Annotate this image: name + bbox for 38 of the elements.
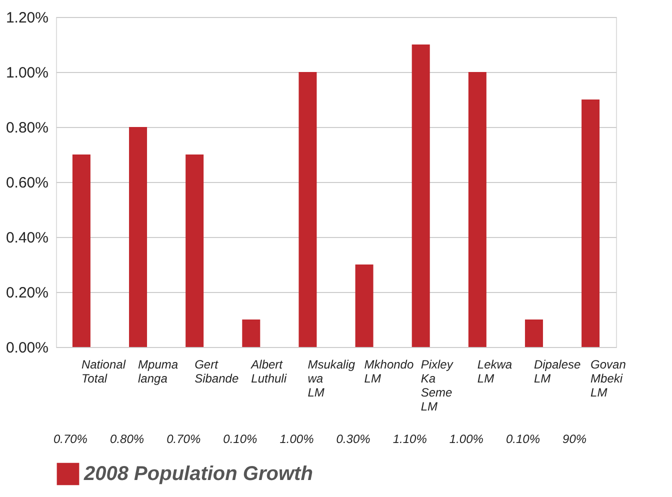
y-tick-label: 0.40% (6, 230, 48, 246)
y-tick-label: 1.20% (6, 10, 48, 26)
y-tick-label: 0.20% (6, 284, 48, 302)
x-tick-label: Msukalig wa LM (308, 358, 356, 400)
text: 90% (562, 432, 587, 446)
bar (582, 100, 600, 347)
bar (524, 320, 543, 347)
y-tick-label: 1.00% (6, 64, 48, 82)
text: 0.30% (336, 432, 370, 446)
text: 1.00% (449, 432, 484, 446)
x-tick-label: Mkhondo LM (364, 358, 414, 386)
text: 0.70% (53, 432, 88, 446)
text: 0.80% (110, 432, 144, 446)
x-tick-label: Albert Luthuli (250, 358, 287, 386)
bar (129, 127, 148, 347)
x-tick-label: Govan Mbeki LM (590, 358, 626, 400)
text: 0.10% (223, 432, 258, 446)
y-tick-label: 0.60% (6, 174, 48, 192)
x-tick-label: Lekwa LM (477, 358, 512, 386)
bar (242, 320, 260, 347)
bar (72, 154, 90, 347)
text: 1.10% (392, 432, 427, 446)
text: 1.00% (280, 432, 314, 446)
x-tick-label: Pixley Ka Seme LM (420, 358, 454, 414)
bar (186, 154, 204, 347)
bar (412, 44, 430, 347)
y-tick-label: 0.00% (6, 340, 48, 356)
x-tick-label: Gert Sibande (194, 358, 239, 386)
text: 0.10% (506, 432, 540, 446)
x-tick-label: Dipalese LM (534, 358, 581, 386)
text: 0.70% (166, 432, 201, 446)
bar (298, 72, 317, 347)
x-tick-label: Mpuma langa (138, 358, 178, 386)
bar (468, 72, 486, 347)
bar (355, 264, 374, 347)
x-tick-label: National Total (81, 358, 126, 386)
y-tick-label: 0.80% (6, 120, 48, 136)
legend-label: 2008 Population Growth (83, 463, 313, 485)
